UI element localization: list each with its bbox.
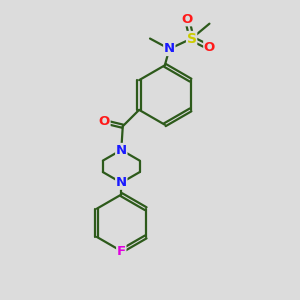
Text: N: N (164, 42, 175, 56)
Text: O: O (204, 41, 215, 54)
Text: O: O (182, 13, 193, 26)
Text: N: N (116, 143, 127, 157)
Text: F: F (117, 244, 126, 258)
Text: N: N (116, 176, 127, 189)
Text: O: O (99, 115, 110, 128)
Text: S: S (187, 32, 196, 46)
